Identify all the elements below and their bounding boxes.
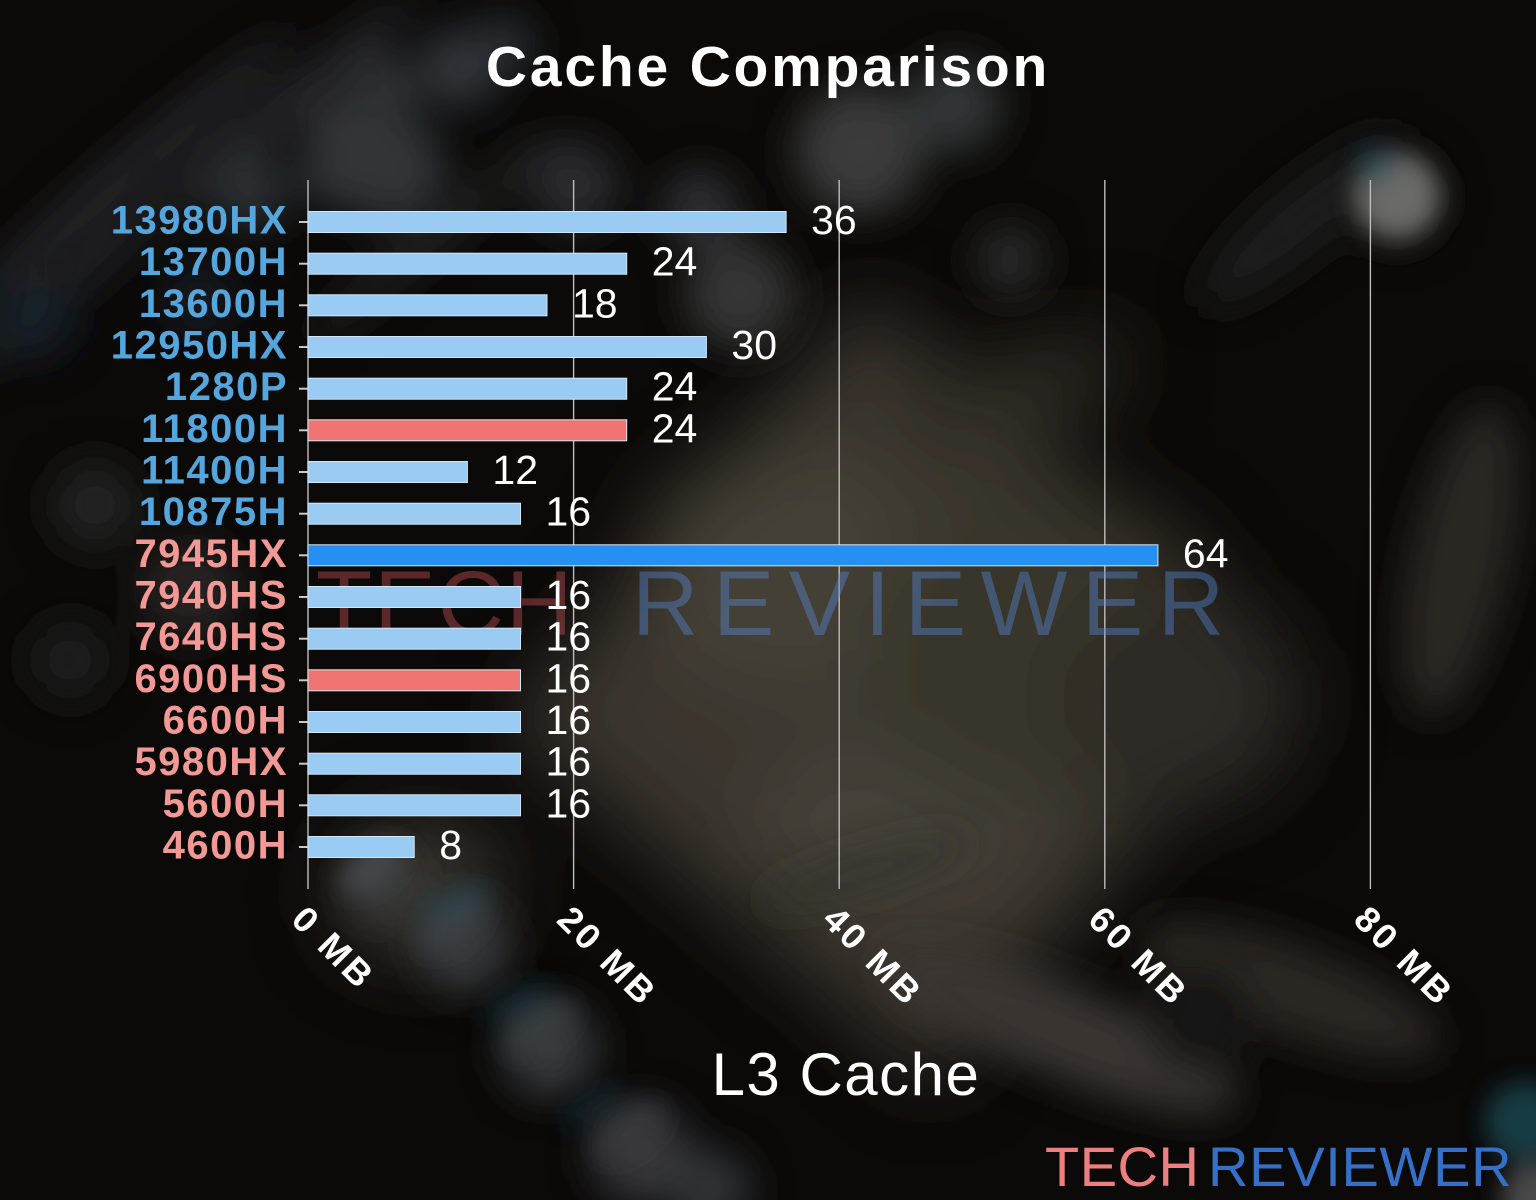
svg-text:1280P: 1280P (165, 365, 288, 409)
svg-text:4600H: 4600H (163, 824, 288, 868)
svg-text:6600H: 6600H (163, 699, 288, 743)
svg-text:64: 64 (1183, 530, 1229, 576)
svg-text:16: 16 (546, 780, 592, 826)
svg-text:16: 16 (546, 572, 592, 618)
svg-text:5980HX: 5980HX (134, 740, 288, 784)
svg-text:7940HS: 7940HS (134, 574, 288, 618)
svg-text:13980HX: 13980HX (111, 199, 288, 243)
svg-text:16: 16 (546, 489, 592, 535)
svg-text:16: 16 (546, 697, 592, 743)
svg-text:24: 24 (652, 405, 698, 451)
svg-text:L3 Cache: L3 Cache (712, 1041, 981, 1108)
svg-text:36: 36 (811, 197, 857, 243)
svg-text:16: 16 (546, 739, 592, 785)
svg-text:16: 16 (546, 614, 592, 660)
svg-text:Cache Comparison: Cache Comparison (486, 35, 1050, 99)
svg-text:11800H: 11800H (141, 407, 288, 451)
svg-text:30: 30 (731, 322, 777, 368)
svg-text:13700H: 13700H (139, 240, 288, 284)
svg-text:7945HX: 7945HX (134, 532, 288, 576)
svg-text:24: 24 (652, 239, 698, 285)
svg-text:13600H: 13600H (139, 282, 288, 326)
svg-text:10875H: 10875H (139, 490, 288, 534)
svg-text:16: 16 (546, 655, 592, 701)
svg-text:6900HS: 6900HS (134, 657, 288, 701)
svg-text:5600H: 5600H (163, 782, 288, 826)
svg-text:11400H: 11400H (141, 449, 288, 493)
svg-text:7640HS: 7640HS (134, 615, 288, 659)
svg-text:12: 12 (492, 447, 538, 493)
svg-text:12950HX: 12950HX (111, 324, 288, 368)
svg-text:24: 24 (652, 364, 698, 410)
svg-text:18: 18 (572, 280, 618, 326)
svg-text:8: 8 (439, 822, 462, 868)
